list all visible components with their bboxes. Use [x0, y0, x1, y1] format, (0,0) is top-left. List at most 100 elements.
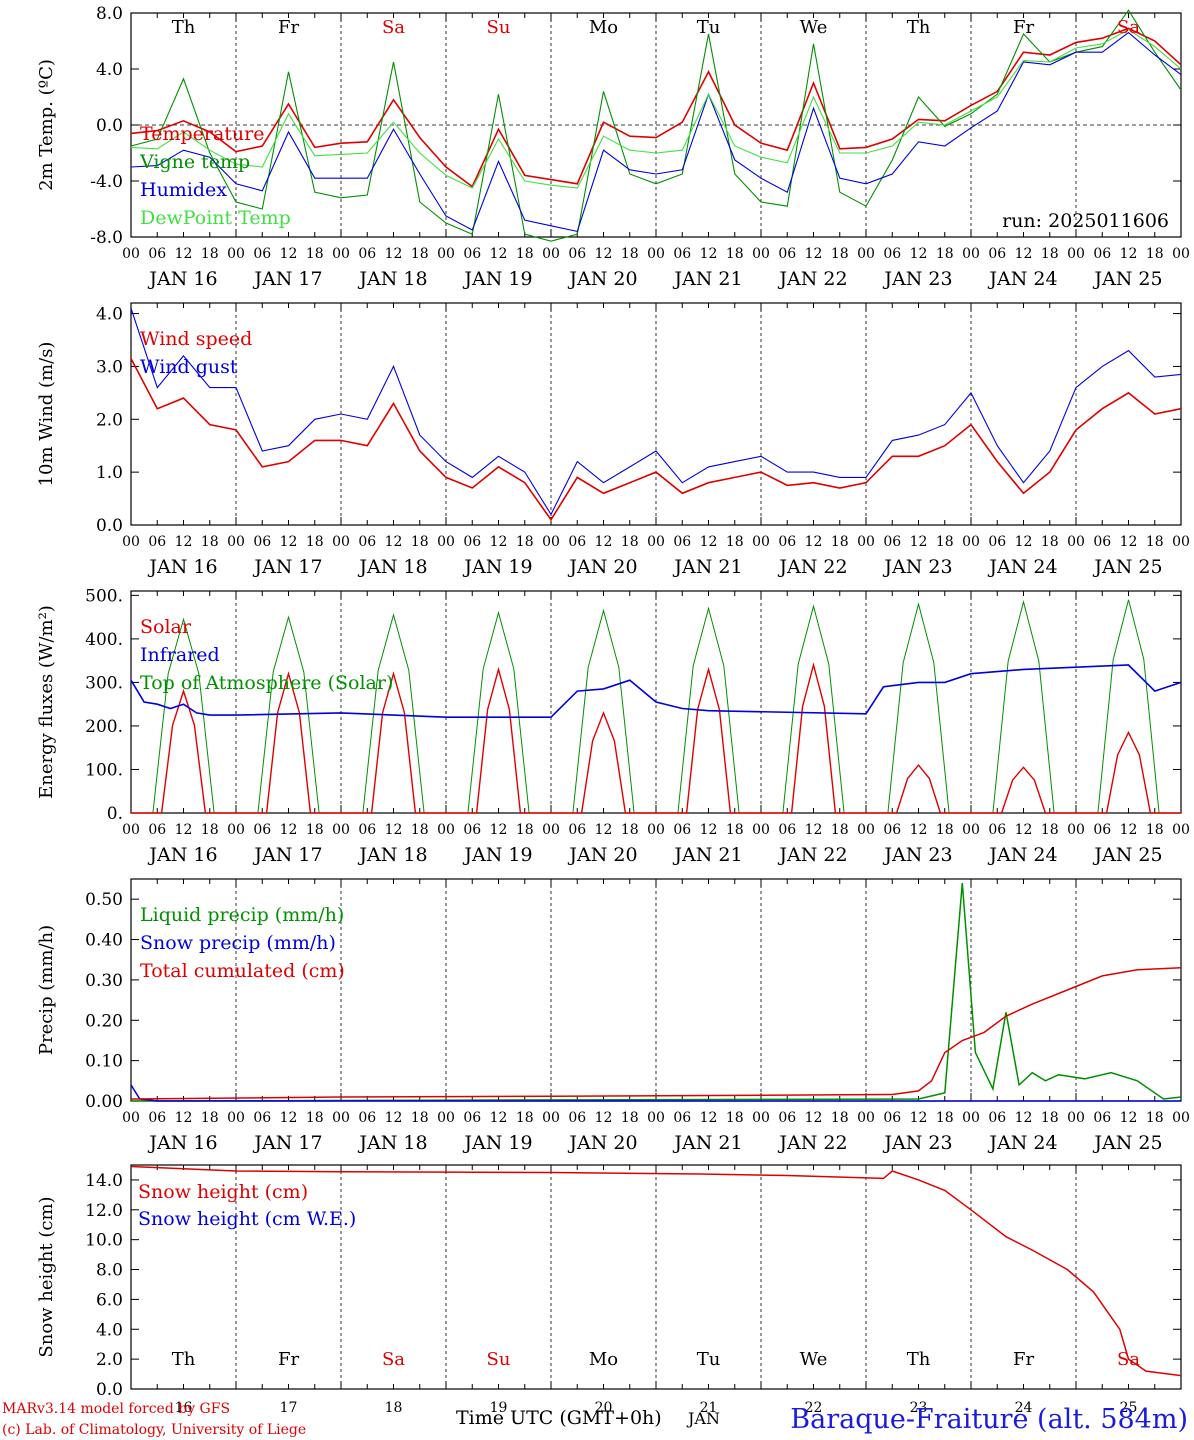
- hour-label: 18: [1041, 246, 1059, 262]
- y-tick-label: 8.0: [96, 4, 123, 24]
- hour-label: 12: [175, 534, 193, 550]
- hour-label: 00: [122, 822, 140, 838]
- hour-label: 00: [962, 822, 980, 838]
- hour-label: 06: [988, 822, 1006, 838]
- hour-label: 06: [778, 246, 796, 262]
- weekday-label: Fr: [278, 1349, 299, 1370]
- hour-label: 18: [1146, 822, 1164, 838]
- date-label: JAN 23: [882, 556, 952, 578]
- hour-label: 06: [253, 822, 271, 838]
- date-label: JAN 20: [567, 1132, 637, 1154]
- hour-label: 12: [700, 534, 718, 550]
- legend-entry: Wind speed: [140, 328, 252, 350]
- hour-label: 18: [621, 822, 639, 838]
- hour-label: 12: [280, 1110, 298, 1126]
- hour-label: 18: [936, 246, 954, 262]
- date-label: JAN 19: [462, 268, 532, 290]
- hour-label: 06: [883, 1110, 901, 1126]
- hour-label: 06: [568, 822, 586, 838]
- hour-label: 00: [227, 1110, 245, 1126]
- hour-label: 06: [253, 246, 271, 262]
- hour-label: 06: [1093, 822, 1111, 838]
- hour-label: 06: [148, 246, 166, 262]
- date-label: JAN 21: [672, 268, 742, 290]
- hour-label: 00: [1067, 822, 1085, 838]
- date-label: JAN 24: [987, 844, 1057, 866]
- date-label: JAN 25: [1092, 844, 1162, 866]
- hour-label: 00: [437, 1110, 455, 1126]
- hour-label: 18: [411, 822, 429, 838]
- hour-label: 06: [988, 534, 1006, 550]
- hour-label: 06: [1093, 1110, 1111, 1126]
- hour-label: 12: [490, 822, 508, 838]
- date-label: JAN 24: [987, 556, 1057, 578]
- date-label: JAN 20: [567, 844, 637, 866]
- date-label: JAN 22: [777, 556, 847, 578]
- weekday-label: Tu: [697, 1349, 721, 1370]
- hour-label: 00: [857, 534, 875, 550]
- hour-label: 18: [516, 246, 534, 262]
- hour-label: 12: [805, 534, 823, 550]
- hour-label: 12: [910, 822, 928, 838]
- model-credit: MARv3.14 model forced by GFS: [2, 1401, 230, 1417]
- hour-label: 18: [306, 822, 324, 838]
- hour-label: 18: [411, 246, 429, 262]
- day-number-label: 22: [805, 1400, 823, 1416]
- hour-label: 00: [647, 1110, 665, 1126]
- hour-label: 06: [778, 534, 796, 550]
- hour-label: 18: [621, 1110, 639, 1126]
- hour-label: 00: [857, 1110, 875, 1126]
- day-number-label: 21: [700, 1400, 718, 1416]
- weekday-label: Fr: [1013, 17, 1034, 38]
- hour-label: 18: [621, 534, 639, 550]
- hour-label: 12: [490, 246, 508, 262]
- hour-label: 18: [1146, 534, 1164, 550]
- hour-label: 00: [752, 822, 770, 838]
- date-label: JAN 22: [777, 844, 847, 866]
- date-label: JAN 24: [987, 1132, 1057, 1154]
- weekday-label: Mo: [589, 1349, 618, 1370]
- y-tick-label: 1.0: [96, 463, 123, 483]
- hour-label: 18: [411, 534, 429, 550]
- hour-label: 18: [411, 1110, 429, 1126]
- hour-label: 12: [1120, 1110, 1138, 1126]
- hour-label: 12: [700, 1110, 718, 1126]
- date-label: JAN 20: [567, 556, 637, 578]
- y-tick-label: 0.0: [96, 116, 123, 136]
- y-tick-label: 10.0: [85, 1231, 123, 1251]
- hour-label: 00: [122, 246, 140, 262]
- weekday-label: Th: [907, 17, 931, 38]
- hour-label: 00: [542, 822, 560, 838]
- hour-label: 06: [673, 534, 691, 550]
- hour-label: 18: [306, 1110, 324, 1126]
- day-number-label: 23: [910, 1400, 928, 1416]
- hour-label: 12: [805, 822, 823, 838]
- hour-label: 00: [227, 246, 245, 262]
- y-tick-label: 8.0: [96, 1261, 123, 1281]
- hour-label: 06: [358, 246, 376, 262]
- hour-label: 06: [568, 1110, 586, 1126]
- date-label: JAN 23: [882, 844, 952, 866]
- hour-label: 06: [358, 534, 376, 550]
- hour-label: 06: [883, 822, 901, 838]
- date-label: JAN 23: [882, 268, 952, 290]
- hour-label: 12: [385, 246, 403, 262]
- date-label: JAN 21: [672, 1132, 742, 1154]
- y-tick-label: 0.30: [85, 971, 123, 991]
- legend-entry: Solar: [140, 616, 192, 638]
- legend-entry: Vigne temp: [139, 151, 250, 173]
- hour-label: 12: [490, 534, 508, 550]
- hour-label: 12: [280, 822, 298, 838]
- date-label: JAN 16: [147, 844, 217, 866]
- hour-label: 00: [1067, 246, 1085, 262]
- date-label: JAN 25: [1092, 268, 1162, 290]
- legend-entry: Top of Atmosphere (Solar): [140, 672, 393, 694]
- hour-label: 12: [700, 246, 718, 262]
- hour-label: 00: [227, 534, 245, 550]
- copyright-credit: (c) Lab. of Climatology, University of L…: [2, 1422, 306, 1438]
- hour-label: 00: [1172, 534, 1190, 550]
- weekday-label: Th: [907, 1349, 931, 1370]
- hour-label: 12: [280, 246, 298, 262]
- hour-label: 12: [910, 1110, 928, 1126]
- y-tick-label: 0.0: [96, 1380, 123, 1400]
